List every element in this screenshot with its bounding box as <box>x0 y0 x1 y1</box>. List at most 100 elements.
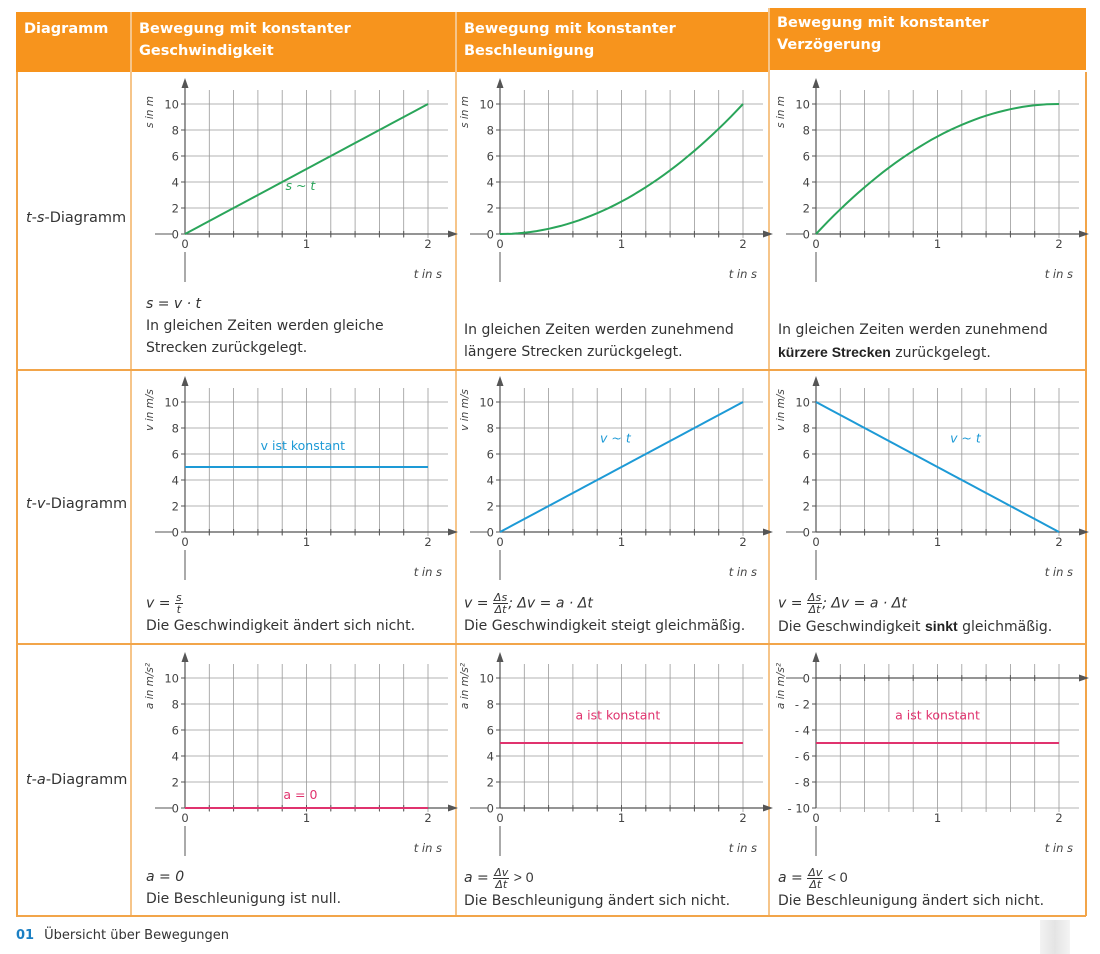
row-label-suffix: -Diagramm <box>45 496 128 512</box>
caption-line: In gleichen Zeiten werden zunehmend <box>464 322 734 338</box>
figure-number: 01 <box>16 928 35 943</box>
data-line-blue <box>499 401 744 533</box>
x-tick-label: 2 <box>424 237 431 251</box>
fraction-numerator: Δv <box>807 865 824 879</box>
chart-tv-const-a: 0 2 4 6 8 10 0 1 2 t in s v in m/s v ~ t <box>459 376 773 580</box>
x-tick-label: 1 <box>934 811 941 825</box>
y-axis-label: a in m/s² <box>775 662 787 709</box>
table-border-bottom <box>16 915 1086 917</box>
chart-ta-const-v: 0 2 4 6 8 10 0 1 2 t in s a in m/s² a = 0 <box>144 652 458 856</box>
x-axis-label: t in s <box>414 841 442 855</box>
y-tick-label: 0 <box>172 228 179 242</box>
chart-ts-const-a: 0 2 4 6 8 10 0 1 2 t in s s in m <box>459 78 773 282</box>
y-tick-label: 0 <box>803 228 810 242</box>
x-axis-arrow <box>448 230 458 238</box>
caption-bold: sinkt <box>925 618 958 634</box>
x-tick-label: 1 <box>934 535 941 549</box>
formula: a = Δv Δt > 0 <box>464 866 730 890</box>
x-tick-label: 2 <box>1055 237 1062 251</box>
chart-ta-decel: - 10 - 8 - 6 - 4 - 2 0 0 1 2 t in s a in m/s² a ist… <box>775 652 1089 856</box>
table-divider-1 <box>130 12 132 916</box>
y-axis-arrow <box>181 652 189 662</box>
y-axis-label: s in m <box>459 96 471 128</box>
x-tick-label: 0 <box>496 811 503 825</box>
y-tick-label: 2 <box>803 202 810 216</box>
x-axis-label: t in s <box>414 565 442 579</box>
y-axis-arrow <box>496 376 504 386</box>
y-tick-label: 0 <box>487 228 494 242</box>
y-tick-label: 8 <box>172 698 179 712</box>
x-tick-label: 1 <box>303 811 310 825</box>
caption-line: Strecken zurückgelegt. <box>146 340 308 356</box>
y-tick-label: 10 <box>479 98 494 112</box>
caption-tv-const-a: v = Δs Δt; Δv = a · Δt Die Geschwindigkei… <box>464 592 745 637</box>
x-axis-arrow <box>763 528 773 536</box>
y-axis-label: a in m/s² <box>459 662 471 709</box>
fraction-numerator: s <box>174 591 183 604</box>
y-axis-label: v in m/s <box>459 389 471 431</box>
header-line1: Bewegung mit konstanter <box>464 21 676 37</box>
y-tick-label: 2 <box>172 202 179 216</box>
x-axis-label: t in s <box>729 841 757 855</box>
y-tick-label: 4 <box>487 176 494 190</box>
chart-tv-decel: 0 2 4 6 8 10 0 1 2 t in s v in m/s v ~ t <box>775 376 1089 580</box>
x-axis-label: t in s <box>729 565 757 579</box>
caption-line: In gleichen Zeiten werden gleiche <box>146 318 384 334</box>
x-tick-label: 1 <box>618 237 625 251</box>
x-axis-label: t in s <box>1045 841 1073 855</box>
caption-ta-decel: a = Δv Δt < 0 Die Beschleunigung ändert s… <box>778 866 1044 912</box>
x-tick-label: 0 <box>812 535 819 549</box>
y-tick-label: 6 <box>803 448 810 462</box>
y-tick-label: 10 <box>164 98 179 112</box>
y-tick-label: 4 <box>803 474 810 488</box>
table-border-right <box>1085 72 1087 916</box>
caption-line: Die Beschleunigung ändert sich nicht. <box>778 892 1045 909</box>
formula-lhs: v = <box>146 595 171 612</box>
y-axis-arrow <box>181 78 189 88</box>
x-tick-label: 1 <box>618 811 625 825</box>
caption-ts-const-v: s = v · t In gleichen Zeiten werden glei… <box>146 293 384 359</box>
y-tick-label: 8 <box>172 422 179 436</box>
header-line2: Geschwindigkeit <box>139 43 274 59</box>
y-tick-label: 6 <box>487 150 494 164</box>
y-tick-label: 4 <box>487 750 494 764</box>
y-tick-label: 4 <box>172 750 179 764</box>
x-tick-label: 0 <box>181 237 188 251</box>
fraction-denominator: Δt <box>495 877 508 891</box>
y-axis-label: v in m/s <box>144 389 156 431</box>
caption-ts-decel: In gleichen Zeiten werden zunehmend kürz… <box>778 319 1048 364</box>
x-tick-label: 0 <box>812 811 819 825</box>
y-tick-label: 8 <box>487 422 494 436</box>
x-axis-arrow <box>448 804 458 812</box>
fraction: Δv Δt <box>493 865 510 891</box>
y-tick-label: 6 <box>172 448 179 462</box>
chart-annotation: a = 0 <box>283 787 317 802</box>
y-tick-label: 4 <box>803 176 810 190</box>
formula-rest: > 0 <box>513 869 534 885</box>
x-tick-label: 1 <box>618 535 625 549</box>
caption-post: gleichmäßig. <box>957 619 1053 635</box>
chart-annotation: s ~ t <box>286 178 317 193</box>
x-tick-label: 2 <box>739 535 746 549</box>
x-axis-label: t in s <box>1045 267 1073 281</box>
y-axis-label: s in m <box>775 96 787 128</box>
y-tick-label: 0 <box>803 526 810 540</box>
fraction-numerator: Δv <box>493 865 510 879</box>
y-tick-label: 4 <box>487 474 494 488</box>
caption-ts-const-a: In gleichen Zeiten werden zunehmend läng… <box>464 319 734 363</box>
page-edge-shadow <box>1040 920 1070 954</box>
header-diagramm: Diagramm <box>16 12 130 72</box>
x-axis-arrow <box>763 230 773 238</box>
chart-annotation: a ist konstant <box>575 708 660 723</box>
row-label-tv: t-v-Diagramm <box>16 496 130 512</box>
row-label-var: t-s <box>26 210 45 226</box>
y-axis-label: s in m <box>144 96 156 128</box>
row-label-var: t-a <box>26 772 46 788</box>
formula-rest: < 0 <box>827 869 848 885</box>
x-axis-arrow <box>1079 528 1089 536</box>
caption-line: längere Strecken zurückgelegt. <box>464 344 683 360</box>
x-axis-label: t in s <box>729 267 757 281</box>
